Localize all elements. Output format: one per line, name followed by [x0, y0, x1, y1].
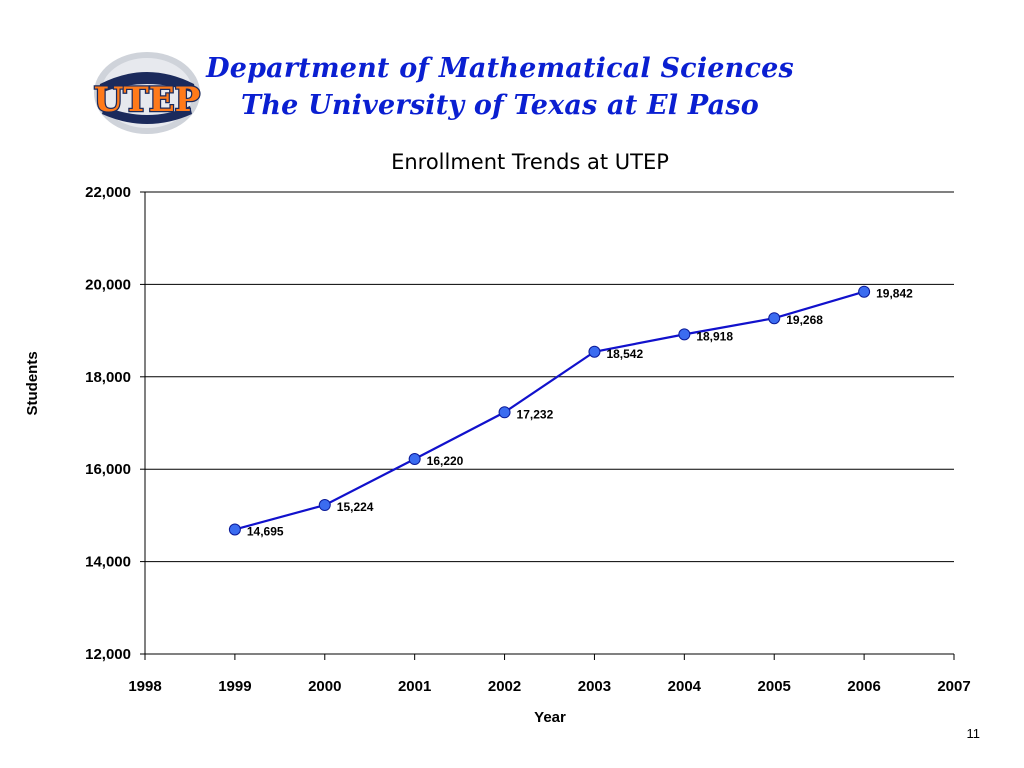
y-axis-label: Students — [23, 351, 41, 416]
data-label: 15,224 — [337, 500, 374, 514]
y-tick-label: 22,000 — [85, 184, 131, 201]
data-label: 16,220 — [427, 454, 464, 468]
data-point — [228, 523, 241, 536]
slide-number: 11 — [966, 726, 981, 741]
data-label: 18,918 — [696, 329, 733, 343]
data-label: 14,695 — [247, 524, 284, 538]
x-axis-label: Year — [534, 709, 566, 726]
x-tick-label: 2005 — [758, 678, 791, 695]
data-point — [408, 453, 421, 466]
y-tick-label: 16,000 — [85, 461, 131, 478]
x-tick-label: 2000 — [308, 678, 341, 695]
data-point — [768, 312, 781, 325]
department-title: Department of Mathematical Sciences — [206, 53, 794, 84]
x-tick-label: 2004 — [668, 678, 702, 695]
utep-logo: UTEP — [93, 52, 201, 134]
x-tick-label: 2007 — [937, 678, 970, 695]
series-line — [234, 290, 865, 531]
x-tick-label: 1998 — [128, 678, 161, 695]
x-tick-label: 2002 — [488, 678, 521, 695]
data-point — [588, 345, 601, 358]
x-tick-label: 2003 — [578, 678, 611, 695]
university-title: The University of Texas at El Paso — [241, 90, 759, 121]
data-label: 19,268 — [786, 313, 823, 327]
x-tick-label: 2006 — [847, 678, 880, 695]
x-tick-label: 1999 — [218, 678, 251, 695]
data-label: 18,542 — [606, 347, 643, 361]
y-tick-label: 12,000 — [85, 646, 131, 663]
data-label: 19,842 — [876, 287, 913, 301]
logo-text: UTEP — [94, 80, 200, 120]
x-tick-label: 2001 — [398, 678, 431, 695]
data-point — [858, 285, 871, 298]
data-label: 17,232 — [517, 407, 554, 421]
y-tick-label: 14,000 — [85, 554, 131, 571]
y-tick-label: 20,000 — [85, 276, 131, 293]
data-point — [678, 328, 691, 341]
y-tick-label: 18,000 — [85, 369, 131, 386]
data-point — [498, 406, 511, 419]
data-point — [318, 499, 331, 512]
chart-title: Enrollment Trends at UTEP — [391, 150, 669, 174]
